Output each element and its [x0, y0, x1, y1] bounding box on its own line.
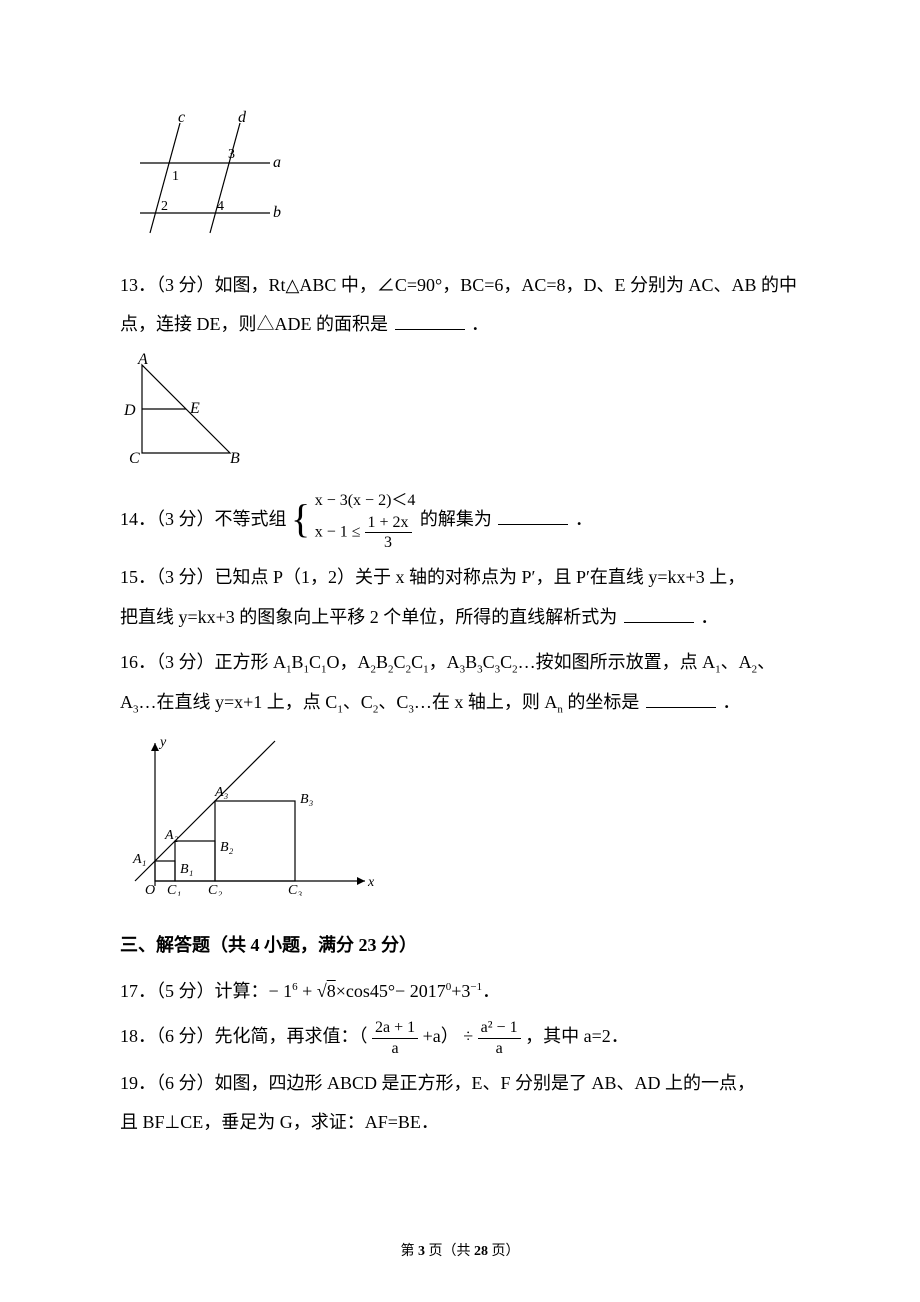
- label-a: a: [273, 154, 281, 171]
- q14-system: x − 3(x − 2)＜4 x − 1 ≤ 1 + 2x 3: [315, 490, 416, 552]
- svg-text:x: x: [367, 875, 375, 890]
- svg-text:B₁: B₁: [180, 862, 193, 877]
- label-B: B: [230, 450, 240, 467]
- angle-2: 2: [161, 199, 168, 214]
- label-A: A: [137, 353, 148, 368]
- brace-icon: {: [291, 499, 310, 539]
- svg-text:B₂: B₂: [220, 840, 234, 855]
- svg-text:O: O: [145, 883, 155, 896]
- svg-text:A₁: A₁: [132, 852, 146, 867]
- q13-blank[interactable]: [395, 312, 465, 330]
- angle-4: 4: [217, 199, 224, 214]
- figure-parallel-lines: c d a b 1 2 3 4: [120, 108, 800, 258]
- q18-frac1: 2a + 1 a: [372, 1018, 418, 1057]
- q14-frac: 1 + 2x 3: [365, 513, 412, 552]
- q14-den: 3: [365, 533, 412, 552]
- question-16: 16．（3 分）正方形 A1B1C1O，A2B2C2C1，A3B3C3C2…按如…: [120, 643, 800, 722]
- q15-blank[interactable]: [624, 605, 694, 623]
- q16-blank[interactable]: [646, 690, 716, 708]
- q14-prefix: 14．（3 分）不等式组: [120, 509, 287, 529]
- svg-text:A₃: A₃: [214, 785, 229, 800]
- q18-frac2: a² − 1 a: [478, 1018, 521, 1057]
- figure-squares: y x O A₁ A₂ A₃ B₁ B₂ B₃ C₁ C₂ C₃: [120, 731, 800, 911]
- label-C: C: [129, 450, 140, 467]
- q14-num: 1 + 2x: [365, 513, 412, 533]
- svg-text:C₃: C₃: [288, 883, 302, 896]
- question-18: 18．（6 分）先化简，再求值：（ 2a + 1 a +a） ÷ a² − 1 …: [120, 1017, 800, 1058]
- angle-3: 3: [228, 147, 235, 162]
- svg-text:C₁: C₁: [167, 883, 181, 896]
- section-3-heading: 三、解答题（共 4 小题，满分 23 分）: [120, 926, 800, 966]
- q15-line2b: ．: [700, 607, 718, 627]
- q15-line1: 15．（3 分）已知点 P（1，2）关于 x 轴的对称点为 P′，且 P′在直线…: [120, 558, 800, 598]
- question-17: 17．（5 分）计算：− 16 + √8×cos45°− 20170+3−1．: [120, 972, 800, 1012]
- label-c: c: [178, 109, 185, 126]
- q14-row2-lhs: x − 1 ≤: [315, 523, 365, 540]
- question-19: 19．（6 分）如图，四边形 ABCD 是正方形，E、F 分别是了 AB、AD …: [120, 1064, 800, 1143]
- q14-row2: x − 1 ≤ 1 + 2x 3: [315, 513, 416, 552]
- page-footer: 第 3 页（共 28 页）: [0, 1237, 920, 1268]
- question-14: 14．（3 分）不等式组 { x − 3(x − 2)＜4 x − 1 ≤ 1 …: [120, 490, 800, 552]
- q14-row1: x − 3(x − 2)＜4: [315, 490, 416, 512]
- q14-suffix: ．: [575, 509, 593, 529]
- q13-suffix: ．: [471, 314, 489, 334]
- svg-text:C₂: C₂: [208, 883, 222, 896]
- q15-line2a: 把直线 y=kx+3 的图象向上平移 2 个单位，所得的直线解析式为: [120, 607, 617, 627]
- svg-text:B₃: B₃: [300, 792, 314, 807]
- svg-text:y: y: [158, 735, 167, 750]
- svg-text:A₂: A₂: [164, 828, 179, 843]
- question-13: 13．（3 分）如图，Rt△ABC 中，∠C=90°，BC=6，AC=8，D、E…: [120, 266, 800, 345]
- q14-mid: 的解集为: [420, 509, 492, 529]
- figure-right-triangle: A D E C B: [120, 353, 800, 483]
- angle-1: 1: [172, 169, 179, 184]
- question-15: 15．（3 分）已知点 P（1，2）关于 x 轴的对称点为 P′，且 P′在直线…: [120, 558, 800, 637]
- label-b: b: [273, 204, 281, 221]
- label-D: D: [123, 402, 136, 419]
- label-E: E: [189, 400, 200, 417]
- label-d: d: [238, 109, 247, 126]
- q14-blank[interactable]: [498, 507, 568, 525]
